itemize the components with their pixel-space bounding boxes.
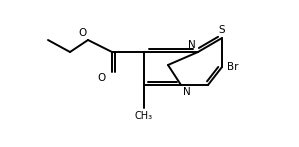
Text: Br: Br <box>227 62 239 72</box>
Text: N: N <box>183 87 191 97</box>
Text: CH₃: CH₃ <box>135 111 153 121</box>
Text: S: S <box>219 25 225 35</box>
Text: N: N <box>188 40 196 50</box>
Text: O: O <box>98 73 106 83</box>
Text: O: O <box>79 28 87 38</box>
